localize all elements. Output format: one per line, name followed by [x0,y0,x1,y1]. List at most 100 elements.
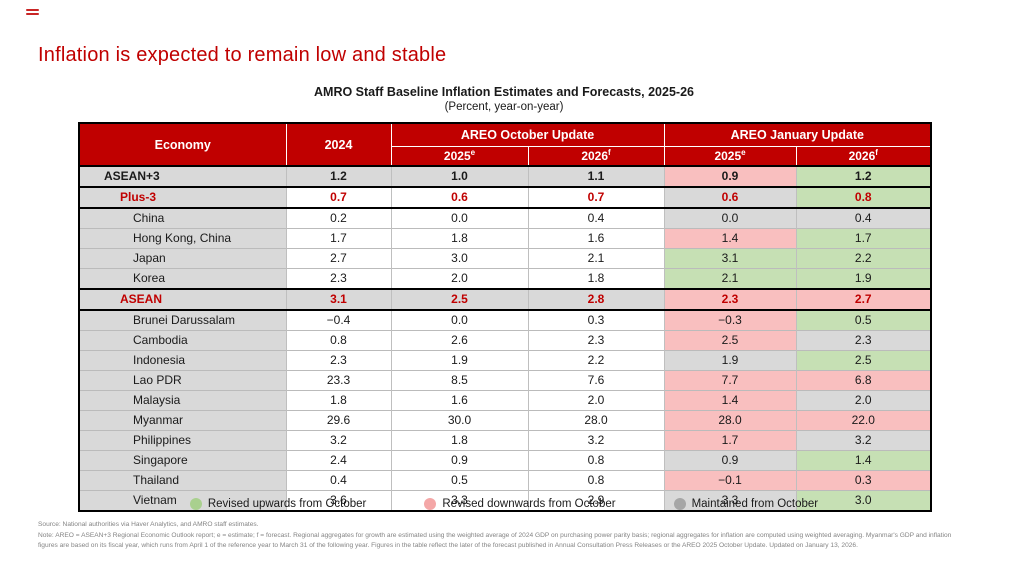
value-cell: 29.6 [285,410,391,431]
value-cell: 0.3 [795,470,932,491]
economy-cell: China [78,207,286,229]
value-cell: 0.9 [390,450,528,471]
maintained-dot-icon [673,498,686,510]
economy-cell: Korea [78,268,286,289]
value-cell: 28.0 [527,410,665,431]
economy-cell: Singapore [78,450,286,471]
table-title-block: AMRO Staff Baseline Inflation Estimates … [78,85,930,113]
col-header-oct-2026: 2026f [527,145,665,167]
value-cell: 1.8 [390,430,528,451]
value-cell: 2.3 [527,330,665,351]
value-cell: 28.0 [663,410,797,431]
table-row: Hong Kong, China 1.7 1.8 1.6 1.4 1.7 [78,228,932,249]
value-cell: 1.9 [390,350,528,371]
value-cell: 1.8 [285,390,391,411]
value-cell: 8.5 [390,370,528,391]
value-cell: 0.2 [285,207,391,229]
table-row: ASEAN 3.1 2.5 2.8 2.3 2.7 [78,288,932,310]
value-cell: 7.6 [527,370,665,391]
value-cell: 0.7 [285,186,391,208]
value-cell: 3.2 [285,430,391,451]
legend-item-revised-down: Revised downwards from October [424,498,616,510]
value-cell: 2.1 [663,268,797,289]
slide-heading: Inflation is expected to remain low and … [38,44,447,66]
value-cell: 2.5 [795,350,932,371]
value-cell: 0.8 [795,186,932,208]
value-cell: 0.4 [285,470,391,491]
col-header-jan-2025: 2025e [663,145,797,167]
economy-cell: Brunei Darussalam [78,309,286,331]
value-cell: 2.3 [795,330,932,351]
value-cell: 1.9 [795,268,932,289]
table-row: Indonesia 2.3 1.9 2.2 1.9 2.5 [78,350,932,371]
economy-cell: Plus-3 [78,186,286,208]
table-row: Korea 2.3 2.0 1.8 2.1 1.9 [78,268,932,289]
value-cell: −0.1 [663,470,797,491]
value-cell: 22.0 [795,410,932,431]
value-cell: 0.5 [795,309,932,331]
economy-cell: Philippines [78,430,286,451]
value-cell: 1.7 [795,228,932,249]
value-cell: 3.2 [795,430,932,451]
value-cell: 3.0 [795,490,932,511]
value-cell: 2.8 [527,288,665,310]
value-cell: 2.0 [527,390,665,411]
value-cell: 2.0 [795,390,932,411]
value-cell: 0.8 [285,330,391,351]
value-cell: 3.1 [663,248,797,269]
value-cell: 2.6 [390,330,528,351]
value-cell: 0.8 [527,470,665,491]
table-row: Singapore 2.4 0.9 0.8 0.9 1.4 [78,450,932,471]
value-cell: 1.9 [663,350,797,371]
value-cell: 1.4 [663,390,797,411]
value-cell: 2.2 [527,350,665,371]
value-cell: 1.8 [390,228,528,249]
value-cell: 0.0 [663,207,797,229]
economy-cell: Hong Kong, China [78,228,286,249]
col-group-areo-january: AREO January Update [663,122,932,147]
economy-cell: Cambodia [78,330,286,351]
value-cell: 2.9 [527,490,665,511]
economy-cell: ASEAN+3 [78,165,286,187]
table-row: Thailand 0.4 0.5 0.8 −0.1 0.3 [78,470,932,491]
economy-cell: Lao PDR [78,370,286,391]
value-cell: 1.7 [663,430,797,451]
value-cell: 0.0 [390,309,528,331]
value-cell: −0.3 [663,309,797,331]
value-cell: 0.6 [663,186,797,208]
value-cell: 0.4 [527,207,665,229]
source-note: Source: National authorities via Haver A… [38,521,259,528]
col-header-economy: Economy [78,122,287,167]
table-row: Cambodia 0.8 2.6 2.3 2.5 2.3 [78,330,932,351]
value-cell: 2.5 [663,330,797,351]
table-subtitle: (Percent, year-on-year) [444,101,564,113]
table-body: ASEAN+3 1.2 1.0 1.1 0.9 1.2 Plus-3 0.7 0.6 0.7 0.6… [78,165,932,511]
value-cell: 0.7 [527,186,665,208]
legend-label: Maintained from October [691,498,819,510]
value-cell: 1.1 [527,165,665,187]
col-group-areo-october: AREO October Update [390,122,665,147]
value-cell: 0.5 [390,470,528,491]
revised-up-dot-icon [189,498,202,510]
inflation-table: Economy 2024 AREO October Update AREO Ja… [78,122,933,512]
legend: Revised upwards from October Revised dow… [78,498,930,510]
value-cell: 0.8 [527,450,665,471]
economy-cell: Thailand [78,470,286,491]
value-cell: 2.3 [285,350,391,371]
value-cell: 1.4 [663,228,797,249]
legend-item-revised-up: Revised upwards from October [189,498,366,510]
table-title: AMRO Staff Baseline Inflation Estimates … [314,85,694,99]
value-cell: 2.0 [390,268,528,289]
value-cell: 1.0 [390,165,528,187]
value-cell: 2.3 [285,268,391,289]
value-cell: 1.8 [527,268,665,289]
value-cell: 1.7 [285,228,391,249]
table-row: Plus-3 0.7 0.6 0.7 0.6 0.8 [78,186,932,208]
value-cell: 3.6 [285,490,391,511]
revised-down-dot-icon [424,498,437,510]
table-row: China 0.2 0.0 0.4 0.0 0.4 [78,207,932,229]
value-cell: 1.4 [795,450,932,471]
value-cell: 0.9 [663,450,797,471]
value-cell: −0.4 [285,309,391,331]
